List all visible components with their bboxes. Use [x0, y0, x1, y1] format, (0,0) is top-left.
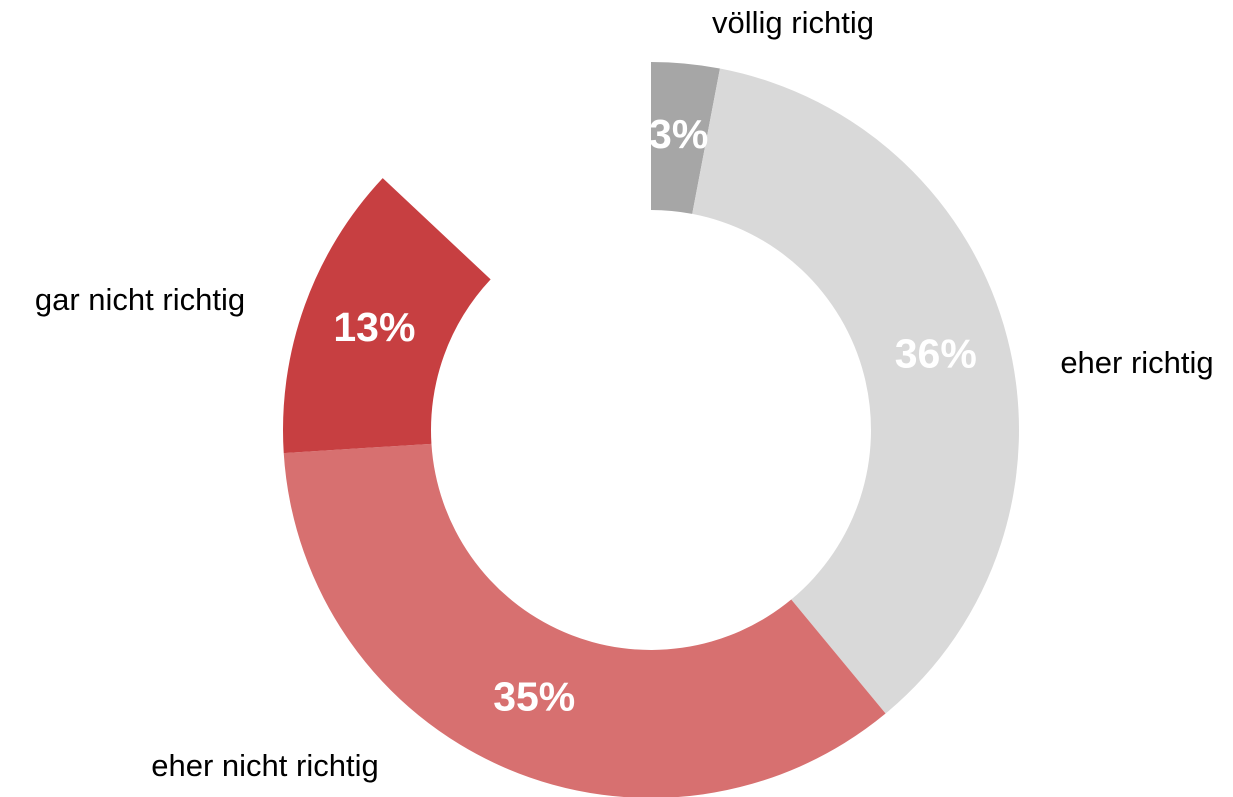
category-label: gar nicht richtig [35, 282, 245, 317]
category-label: völlig richtig [712, 5, 874, 40]
data-label: 3% [649, 111, 708, 157]
labels: 3% völlig richtig 36% eher richtig 35% eher n… [35, 5, 1214, 783]
donut-segment [651, 62, 720, 214]
donut-segment [692, 68, 1020, 714]
category-label: eher nicht richtig [151, 748, 378, 783]
donut [283, 62, 1020, 797]
data-label: 35% [493, 674, 575, 720]
category-label: eher richtig [1060, 345, 1213, 380]
donut-segment [283, 443, 886, 797]
data-label: 36% [895, 331, 977, 377]
data-label: 13% [333, 304, 415, 350]
donut-segment [283, 178, 491, 454]
